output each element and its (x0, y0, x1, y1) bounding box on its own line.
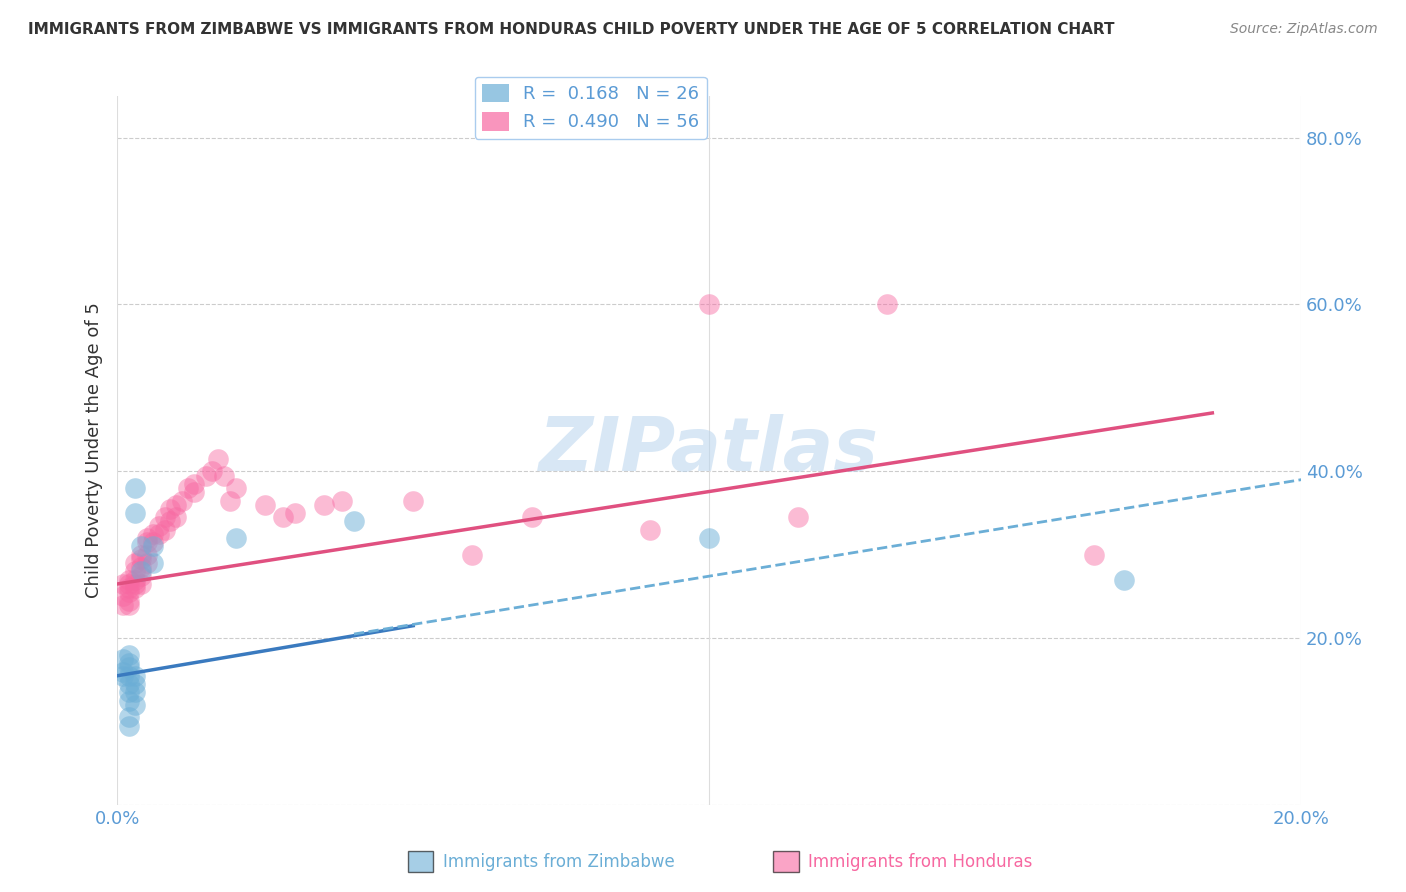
Point (314, 498, 336, 512)
Point (135, 556, 157, 570)
Point (135, 531, 157, 545)
Point (129, 577, 152, 591)
Point (124, 698, 146, 712)
Point (118, 648, 141, 662)
Point (212, 468, 235, 483)
Point (112, 598, 135, 612)
Point (697, 531, 720, 545)
Point (172, 493, 194, 508)
Point (135, 548, 157, 562)
Point (159, 515, 181, 529)
Point (112, 577, 135, 591)
Point (112, 590, 135, 604)
Point (195, 468, 218, 483)
Point (118, 685, 141, 699)
Point (225, 481, 247, 495)
Point (118, 593, 141, 607)
Point (129, 540, 152, 554)
Point (148, 527, 170, 541)
Point (118, 657, 141, 671)
Text: IMMIGRANTS FROM ZIMBABWE VS IMMIGRANTS FROM HONDURAS CHILD POVERTY UNDER THE AGE: IMMIGRANTS FROM ZIMBABWE VS IMMIGRANTS F… (28, 22, 1115, 37)
Point (118, 694, 141, 708)
Point (165, 510, 187, 524)
Point (271, 510, 294, 524)
Point (124, 506, 146, 520)
Point (343, 515, 366, 529)
Text: Immigrants from Honduras: Immigrants from Honduras (808, 853, 1033, 871)
Point (153, 510, 176, 524)
Point (218, 493, 240, 508)
Point (638, 523, 661, 537)
Point (124, 565, 146, 579)
Point (124, 685, 146, 699)
Point (142, 556, 165, 570)
Point (124, 677, 146, 691)
Point (225, 531, 247, 545)
Text: Source: ZipAtlas.com: Source: ZipAtlas.com (1230, 22, 1378, 37)
Point (112, 652, 135, 666)
Point (153, 523, 176, 537)
Point (142, 527, 165, 541)
Point (165, 498, 187, 512)
Point (183, 485, 205, 500)
Legend: R =  0.168   N = 26, R =  0.490   N = 56: R = 0.168 N = 26, R = 0.490 N = 56 (475, 77, 707, 139)
Point (148, 518, 170, 533)
Point (118, 710, 141, 724)
Point (129, 565, 152, 579)
Point (118, 677, 141, 691)
Point (118, 573, 141, 587)
Point (1112, 573, 1135, 587)
Point (697, 297, 720, 311)
Point (402, 493, 425, 508)
Point (112, 669, 135, 683)
Point (461, 548, 484, 562)
Point (118, 581, 141, 595)
Point (142, 535, 165, 549)
Point (207, 451, 229, 466)
Point (124, 577, 146, 591)
Point (159, 502, 181, 516)
Point (118, 585, 141, 599)
Point (520, 510, 543, 524)
Point (118, 719, 141, 733)
Point (142, 540, 165, 554)
Point (201, 464, 224, 478)
Point (118, 598, 141, 612)
Point (129, 548, 152, 562)
Point (118, 577, 141, 591)
Point (876, 297, 898, 311)
Point (124, 581, 146, 595)
Point (112, 665, 135, 679)
Point (124, 556, 146, 570)
Point (129, 560, 152, 574)
Point (1083, 548, 1105, 562)
Point (129, 568, 152, 582)
Point (177, 481, 200, 495)
Point (124, 481, 146, 495)
Point (135, 535, 157, 549)
Point (284, 506, 307, 520)
Y-axis label: Child Poverty Under the Age of 5: Child Poverty Under the Age of 5 (86, 302, 103, 599)
Point (183, 476, 205, 491)
Text: ZIPatlas: ZIPatlas (538, 414, 879, 487)
Point (118, 660, 141, 674)
Point (129, 552, 152, 566)
Point (787, 510, 810, 524)
Point (330, 493, 353, 508)
Point (118, 669, 141, 683)
Point (124, 669, 146, 683)
Text: Immigrants from Zimbabwe: Immigrants from Zimbabwe (443, 853, 675, 871)
Point (124, 573, 146, 587)
Point (254, 498, 277, 512)
